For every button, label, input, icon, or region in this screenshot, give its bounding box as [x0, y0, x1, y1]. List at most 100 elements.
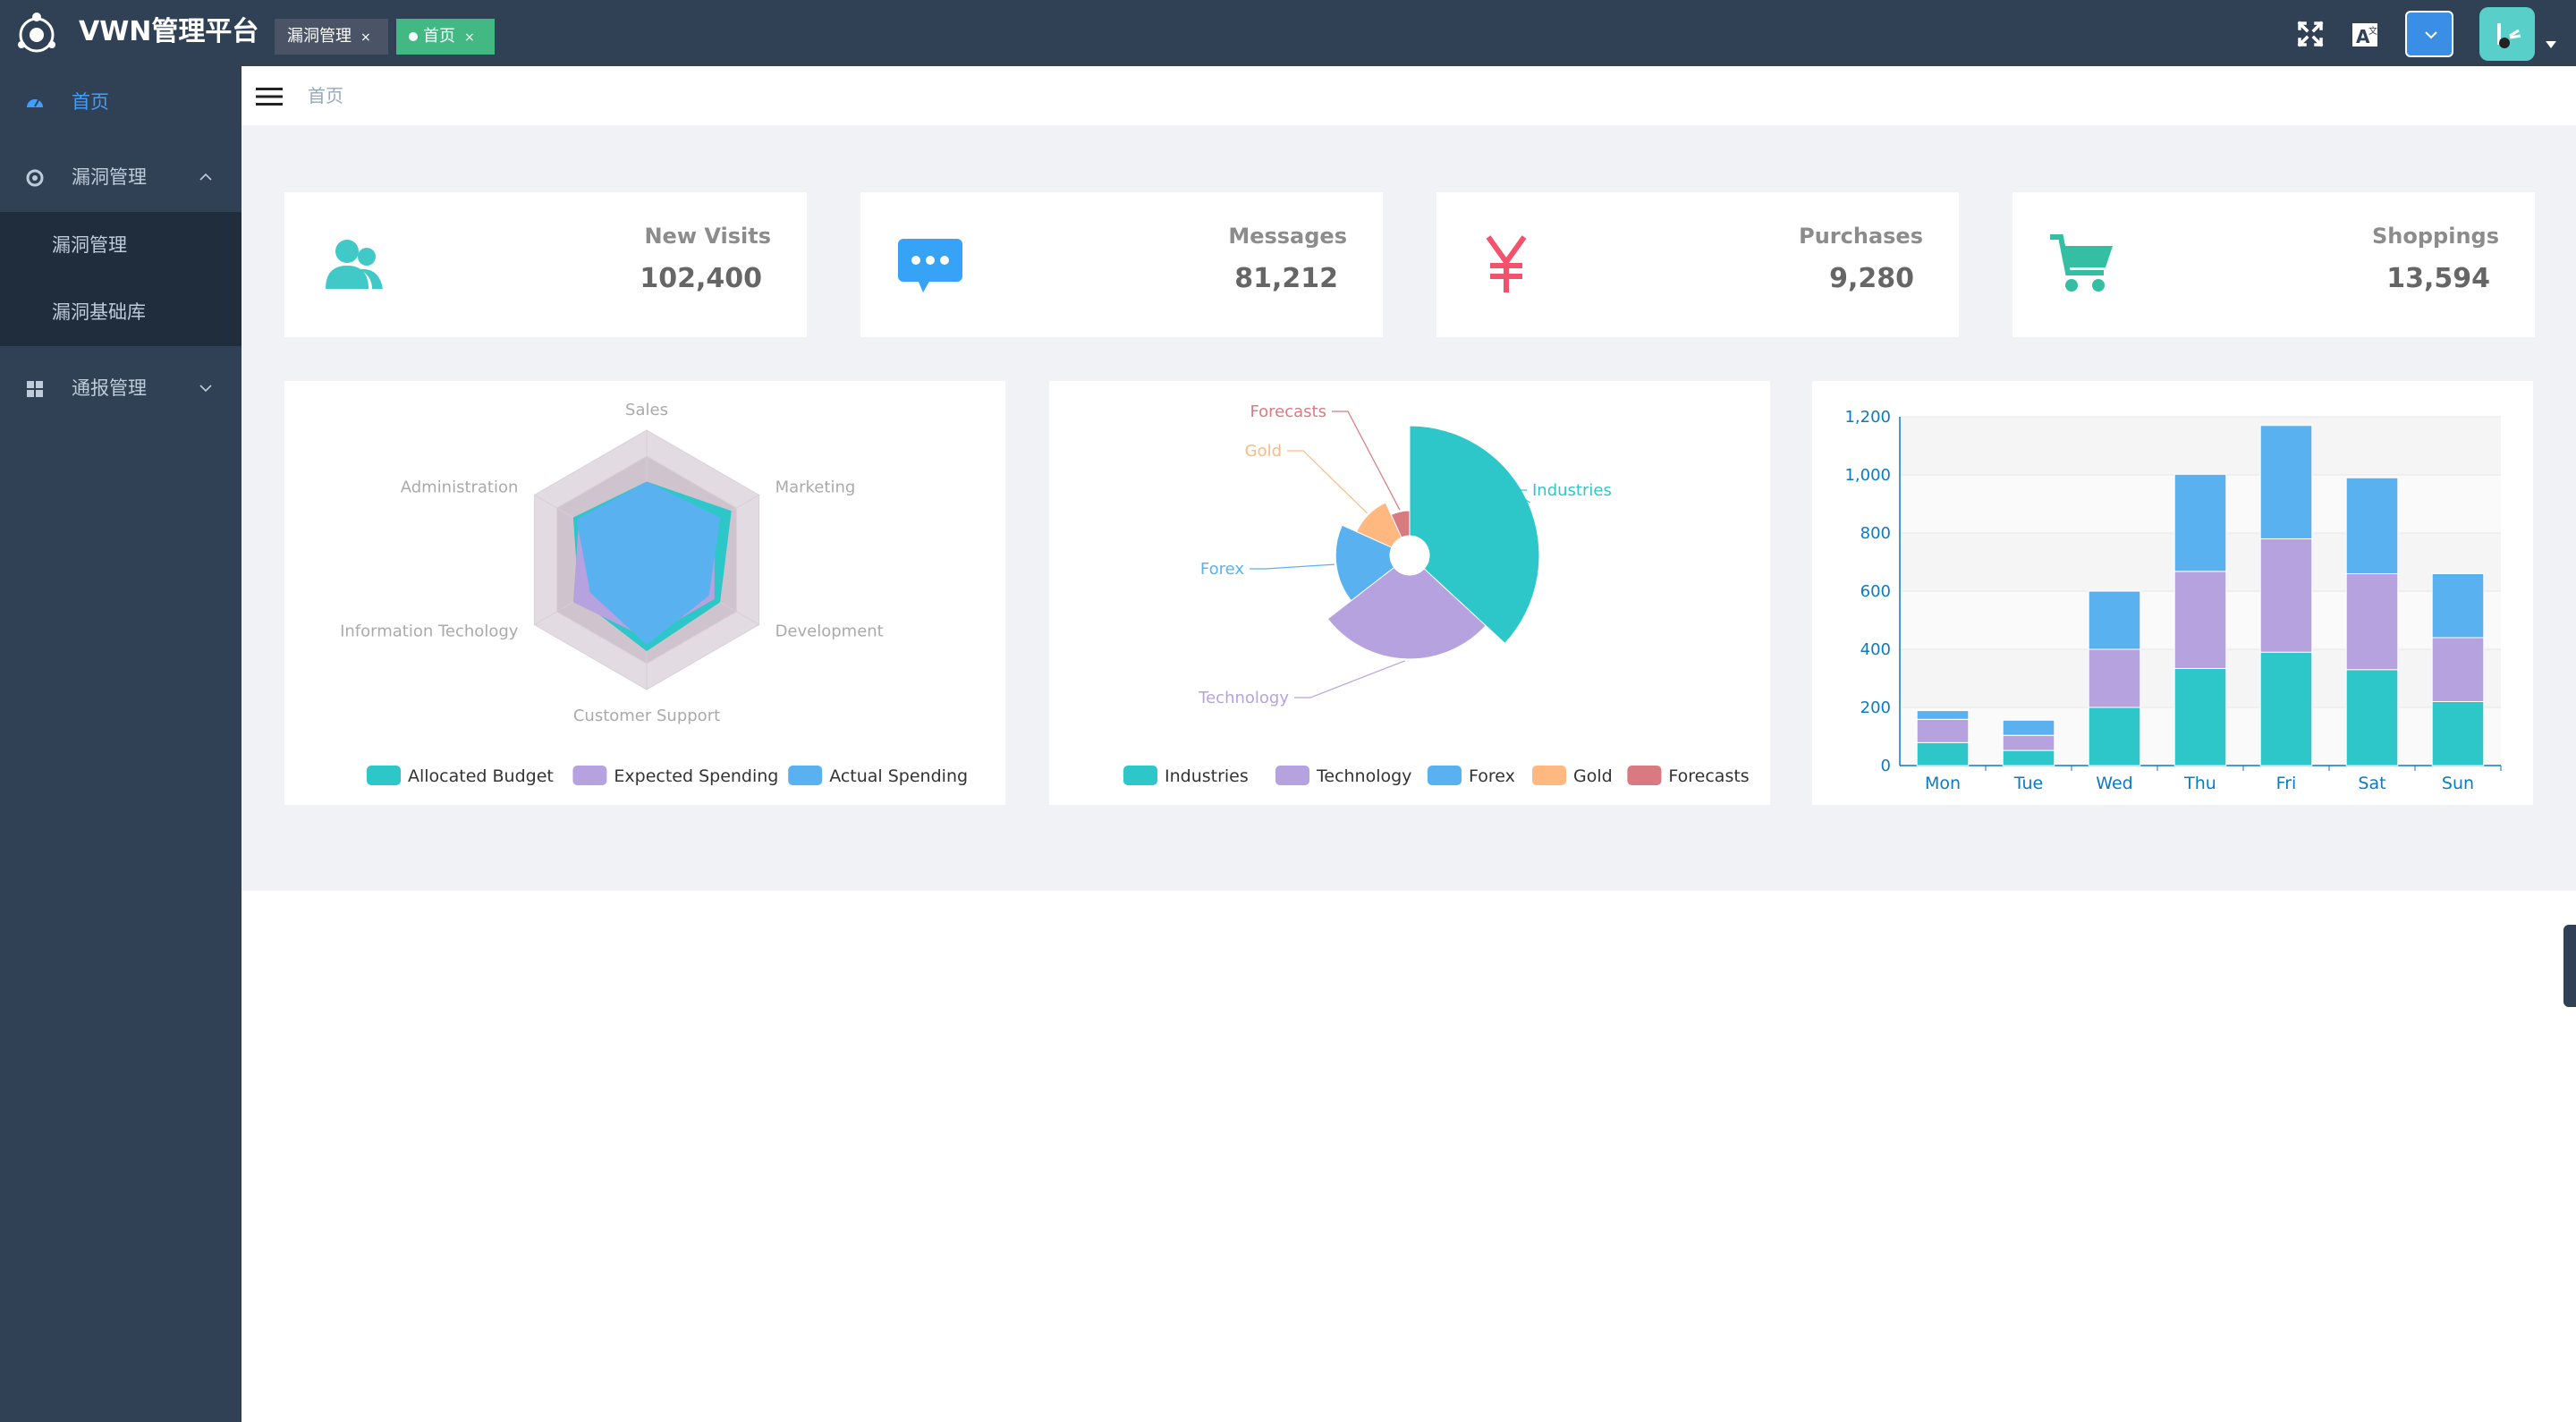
settings-drawer-handle[interactable] — [2563, 925, 2576, 1007]
bar-segment — [2431, 637, 2485, 702]
card-new-visits[interactable]: New Visits 102,400 — [284, 192, 807, 337]
theme-picker-button[interactable] — [2405, 11, 2453, 57]
top-bar: VWN管理平台 漏洞管理 × 首页 × A 文 — [0, 0, 2576, 66]
bar-segment — [1916, 741, 1970, 766]
translate-icon[interactable]: A 文 — [2347, 16, 2383, 52]
caret-down-icon[interactable] — [2546, 41, 2556, 48]
sidebar-item-label: 漏洞管理 — [72, 166, 147, 188]
card-label: Shoppings — [2372, 224, 2499, 249]
bar-segment — [2345, 477, 2399, 574]
bar-segment — [1916, 718, 1970, 743]
pie-slice — [1390, 510, 1411, 538]
card-label: Messages — [1228, 224, 1347, 249]
radar-chart: Sales Marketing Development Customer Suppor… — [340, 401, 968, 786]
close-icon[interactable]: × — [360, 30, 371, 45]
close-icon[interactable]: × — [464, 30, 475, 45]
x-tick-label: Fri — [2276, 774, 2297, 793]
bar-segment — [2088, 707, 2141, 766]
x-tick-label: Tue — [2013, 774, 2043, 793]
fullscreen-icon[interactable] — [2292, 16, 2328, 52]
sidebar-item-report-management[interactable]: 通报管理 — [0, 352, 242, 424]
grid-icon — [27, 381, 43, 397]
legend-swatch — [1275, 766, 1309, 785]
sidebar-item-vuln-management[interactable]: 漏洞管理 — [0, 141, 242, 213]
bar-segment — [2259, 651, 2313, 766]
bar-chart: 0 200 400 600 800 1,000 1,200 Mon Tue Wed Thu Fri Sa… — [1844, 408, 2502, 793]
bar-segment — [2345, 573, 2399, 671]
radar-indicator-label: Sales — [625, 401, 668, 419]
legend-label: Technology — [1316, 766, 1411, 786]
bar-segment — [2174, 571, 2227, 669]
logo-icon — [18, 13, 55, 53]
chevron-down-icon — [2425, 31, 2437, 39]
radar-chart-panel: Sales Marketing Development Customer Suppor… — [284, 381, 1005, 805]
bar-segment — [2259, 425, 2313, 539]
breadcrumb: 首页 — [308, 85, 343, 106]
bar-segment — [2002, 734, 2055, 751]
hamburger-icon[interactable] — [256, 86, 283, 107]
legend-label: Forex — [1469, 766, 1515, 786]
sidebar-item-label: 首页 — [72, 91, 109, 113]
pie-slice-label: Forecasts — [1250, 402, 1326, 421]
radar-indicator-label: Marketing — [775, 478, 856, 497]
legend-label: Forecasts — [1668, 766, 1749, 786]
card-purchases[interactable]: Purchases 9,280 — [1436, 192, 1959, 337]
card-value: 9,280 — [1829, 263, 1914, 294]
sidebar-item-home[interactable]: 首页 — [0, 66, 242, 138]
pie-slice — [1335, 524, 1395, 602]
legend-label: Expected Spending — [614, 766, 778, 786]
bar-segment — [1916, 710, 1970, 720]
svg-text:文: 文 — [2368, 25, 2377, 37]
bar-segment — [2259, 538, 2313, 653]
y-tick-label: 400 — [1860, 640, 1891, 659]
chevron-down-icon — [199, 385, 212, 393]
radar-indicator-label: Information Techology — [340, 622, 519, 641]
bar-segment — [2174, 473, 2227, 572]
legend-swatch — [572, 766, 607, 785]
legend-label: Gold — [1573, 766, 1613, 786]
radar-indicator-label: Development — [775, 622, 884, 641]
radar-series-area — [576, 481, 721, 645]
tab-home[interactable]: 首页 × — [396, 19, 495, 55]
sidebar-subitem-vuln-management[interactable]: 漏洞管理 — [52, 234, 127, 256]
legend-swatch — [1627, 766, 1662, 785]
svg-text:A: A — [2356, 26, 2370, 47]
sidebar-subitem-vuln-library[interactable]: 漏洞基础库 — [52, 301, 146, 323]
card-value: 81,212 — [1234, 263, 1338, 294]
y-tick-label: 800 — [1860, 524, 1891, 543]
legend-swatch — [788, 766, 823, 785]
bar-chart-panel: 0 200 400 600 800 1,000 1,200 Mon Tue Wed Thu Fri Sa… — [1812, 381, 2533, 805]
sidebar-item-label: 通报管理 — [72, 377, 147, 399]
card-shoppings[interactable]: Shoppings 13,594 — [2012, 192, 2535, 337]
bar-segment — [2002, 749, 2055, 766]
legend-label: Actual Spending — [829, 766, 968, 786]
card-value: 13,594 — [2386, 263, 2490, 294]
x-tick-label: Wed — [2096, 774, 2132, 793]
avatar[interactable] — [2479, 7, 2535, 61]
submenu-vuln-management: 漏洞管理 漏洞基础库 — [0, 212, 242, 346]
legend-swatch — [1123, 766, 1157, 785]
card-value: 102,400 — [640, 263, 762, 294]
pie-label-line — [1508, 489, 1530, 504]
card-label: Purchases — [1799, 224, 1923, 249]
pie-slice-label: Forex — [1200, 560, 1244, 579]
tab-vuln-management[interactable]: 漏洞管理 × — [275, 19, 388, 55]
card-messages[interactable]: Messages 81,212 — [860, 192, 1383, 337]
message-icon — [898, 239, 962, 292]
sidebar: 首页 漏洞管理 漏洞管理 漏洞基础库 通报管理 — [0, 66, 242, 1422]
bar-segment — [2431, 701, 2485, 766]
legend-swatch — [1532, 766, 1566, 785]
pie-slice-label: Gold — [1245, 442, 1282, 461]
pie-slice-label: Technology — [1198, 689, 1289, 707]
pie-label-line — [1332, 411, 1401, 511]
legend-label: Allocated Budget — [408, 766, 554, 786]
x-tick-label: Mon — [1925, 774, 1961, 793]
pie-slice-label: Industries — [1532, 481, 1612, 500]
avatar-image-icon — [2497, 23, 2521, 48]
navbar: 首页 — [242, 66, 2576, 125]
y-tick-label: 200 — [1860, 698, 1891, 717]
radar-indicator-label: Customer Support — [573, 707, 720, 725]
bar-segment — [2431, 573, 2485, 639]
pie-label-line — [1287, 450, 1368, 514]
tab-label: 漏洞管理 — [287, 27, 352, 46]
